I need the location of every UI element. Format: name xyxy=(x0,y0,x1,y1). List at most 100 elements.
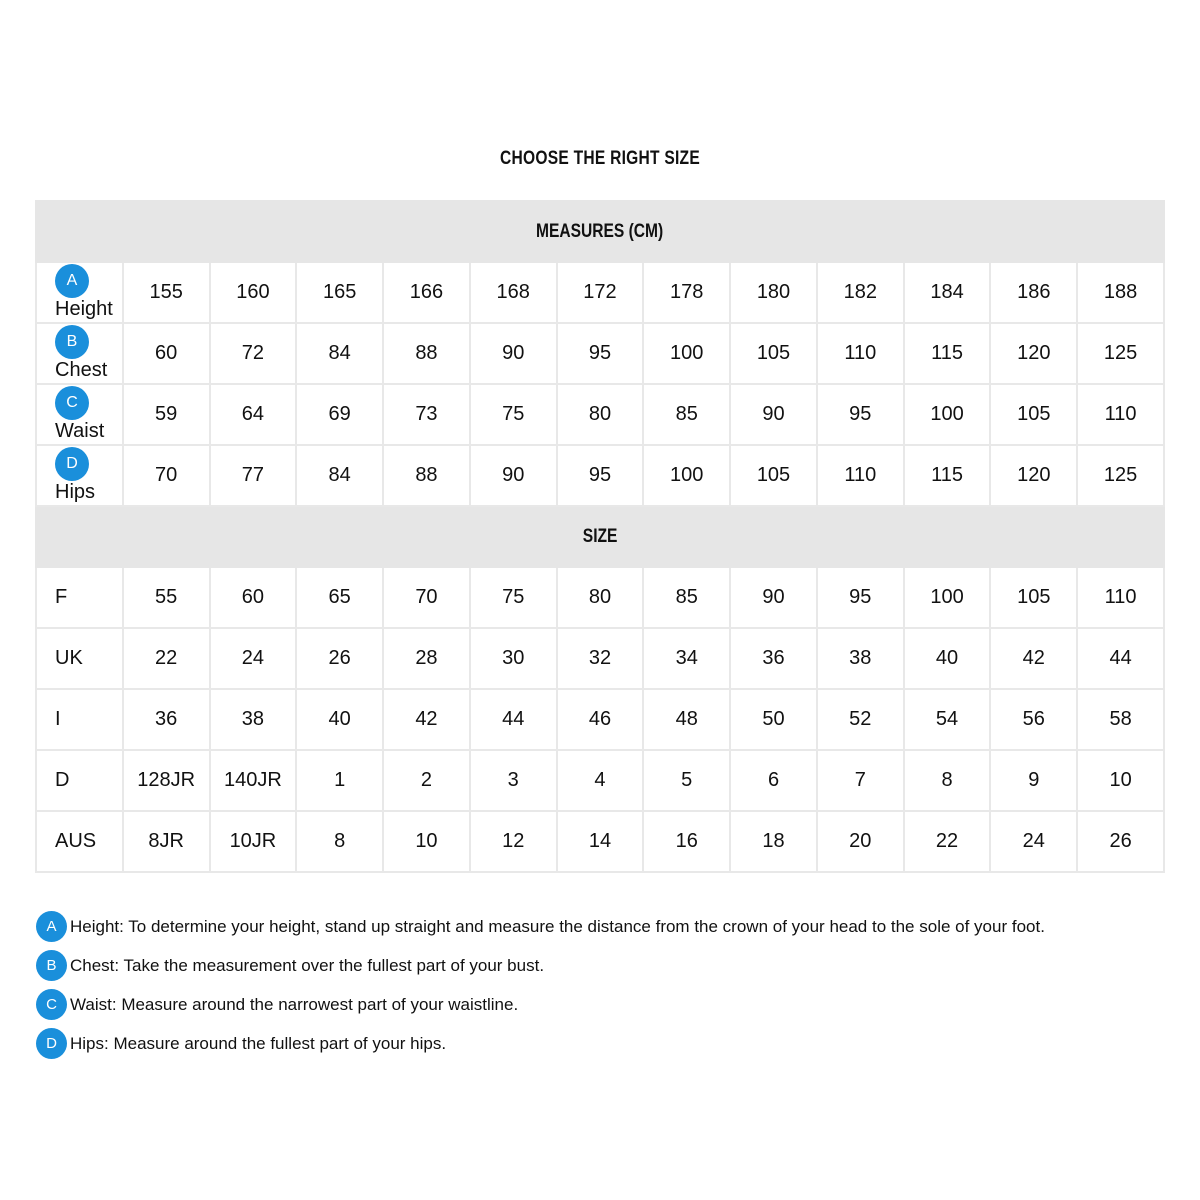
table-cell: 10 xyxy=(1076,749,1165,812)
row-label-cell: I xyxy=(35,688,124,751)
badge-d-icon: D xyxy=(36,1028,67,1059)
table-cell: 28 xyxy=(382,627,471,690)
table-cell: 72 xyxy=(208,322,298,385)
table-cell: 105 xyxy=(729,444,818,507)
table-row: CWaist 59 64 69 73 75 80 85 90 95 100 105 110 xyxy=(35,383,1165,446)
table-cell: 34 xyxy=(642,627,732,690)
size-header-cell: SIZE xyxy=(35,505,1165,568)
table-cell: 40 xyxy=(902,627,992,690)
table-cell: 168 xyxy=(468,261,558,324)
table-cell: 90 xyxy=(468,322,558,385)
note-item: B Chest: Take the measurement over the fu… xyxy=(36,946,1045,985)
table-cell: 85 xyxy=(642,383,732,446)
table-cell: 50 xyxy=(729,688,818,751)
table-cell: 80 xyxy=(555,383,645,446)
table-cell: 36 xyxy=(121,688,211,751)
table-cell: 32 xyxy=(555,627,645,690)
table-cell: 60 xyxy=(208,566,298,629)
table-cell: 165 xyxy=(295,261,385,324)
table-cell: 44 xyxy=(1076,627,1165,690)
size-header-label: SIZE xyxy=(582,525,618,547)
table-row: F 55 60 65 70 75 80 85 90 95 100 105 110 xyxy=(35,566,1165,629)
table-cell: 36 xyxy=(729,627,818,690)
table-cell: 105 xyxy=(989,383,1079,446)
table-cell: 58 xyxy=(1076,688,1165,751)
table-cell: 14 xyxy=(555,810,645,873)
table-cell: 184 xyxy=(902,261,992,324)
measures-header-row: MEASURES (CM) xyxy=(35,200,1165,263)
badge-c-icon: C xyxy=(55,385,89,420)
note-text: Height: To determine your height, stand … xyxy=(70,916,1045,936)
table-cell: 38 xyxy=(208,688,298,751)
table-cell: 85 xyxy=(642,566,732,629)
table-row: UK 22 24 26 28 30 32 34 36 38 40 42 44 xyxy=(35,627,1165,690)
measures-header-label: MEASURES (CM) xyxy=(536,220,664,242)
table-cell: 110 xyxy=(1076,383,1165,446)
table-cell: 110 xyxy=(815,444,905,507)
page-title: CHOOSE THE RIGHT SIZE xyxy=(500,148,700,169)
table-cell: 115 xyxy=(902,322,992,385)
table-cell: 9 xyxy=(989,749,1079,812)
table-cell: 84 xyxy=(295,322,385,385)
table-cell: 128JR xyxy=(121,749,211,812)
table-cell: 22 xyxy=(121,627,211,690)
table-cell: 8 xyxy=(902,749,992,812)
table-cell: 6 xyxy=(729,749,818,812)
row-label: Hips xyxy=(55,481,96,504)
table-cell: 30 xyxy=(468,627,558,690)
table-cell: 178 xyxy=(642,261,732,324)
badge-d-icon: D xyxy=(55,446,89,481)
table-row: I 36 38 40 42 44 46 48 50 52 54 56 58 xyxy=(35,688,1165,751)
measures-header-cell: MEASURES (CM) xyxy=(35,200,1165,263)
table-cell: 44 xyxy=(468,688,558,751)
table-cell: 26 xyxy=(1076,810,1165,873)
note-item: C Waist: Measure around the narrowest par… xyxy=(36,985,1045,1024)
table-cell: 120 xyxy=(989,322,1079,385)
table-row: BChest 60 72 84 88 90 95 100 105 110 115 120 125 xyxy=(35,322,1165,385)
row-label: Height xyxy=(55,298,113,321)
row-label-cell: F xyxy=(35,566,124,629)
table-cell: 95 xyxy=(815,566,905,629)
table-cell: 90 xyxy=(729,383,818,446)
table-cell: 160 xyxy=(208,261,298,324)
table-cell: 4 xyxy=(555,749,645,812)
table-cell: 105 xyxy=(729,322,818,385)
note-text: Chest: Take the measurement over the ful… xyxy=(70,955,545,975)
row-label-cell: BChest xyxy=(35,322,124,385)
table-cell: 100 xyxy=(902,566,992,629)
table-cell: 22 xyxy=(902,810,992,873)
badge-a-icon: A xyxy=(55,263,89,298)
table-cell: 172 xyxy=(555,261,645,324)
table-cell: 7 xyxy=(815,749,905,812)
table-cell: 110 xyxy=(815,322,905,385)
row-label-cell: UK xyxy=(35,627,124,690)
table-cell: 40 xyxy=(295,688,385,751)
badge-b-icon: B xyxy=(36,950,67,981)
row-label: UK xyxy=(55,647,83,670)
table-cell: 1 xyxy=(295,749,385,812)
table-cell: 48 xyxy=(642,688,732,751)
table-cell: 16 xyxy=(642,810,732,873)
row-label-cell: AUS xyxy=(35,810,124,873)
table-cell: 77 xyxy=(208,444,298,507)
table-cell: 59 xyxy=(121,383,211,446)
table-cell: 24 xyxy=(989,810,1079,873)
measurement-notes: A Height: To determine your height, stand… xyxy=(36,907,1045,1063)
row-label: I xyxy=(55,708,61,731)
table-cell: 125 xyxy=(1076,322,1165,385)
table-cell: 155 xyxy=(121,261,211,324)
table-cell: 75 xyxy=(468,566,558,629)
table-cell: 80 xyxy=(555,566,645,629)
table-cell: 115 xyxy=(902,444,992,507)
row-label: Waist xyxy=(55,420,105,443)
table-cell: 42 xyxy=(382,688,471,751)
table-cell: 88 xyxy=(382,444,471,507)
row-label-cell: D xyxy=(35,749,124,812)
table-cell: 18 xyxy=(729,810,818,873)
table-cell: 100 xyxy=(642,444,732,507)
table-cell: 24 xyxy=(208,627,298,690)
table-row: DHips 70 77 84 88 90 95 100 105 110 115 120 125 xyxy=(35,444,1165,507)
note-item: A Height: To determine your height, stand… xyxy=(36,907,1045,946)
table-cell: 105 xyxy=(989,566,1079,629)
row-label-cell: AHeight xyxy=(35,261,124,324)
